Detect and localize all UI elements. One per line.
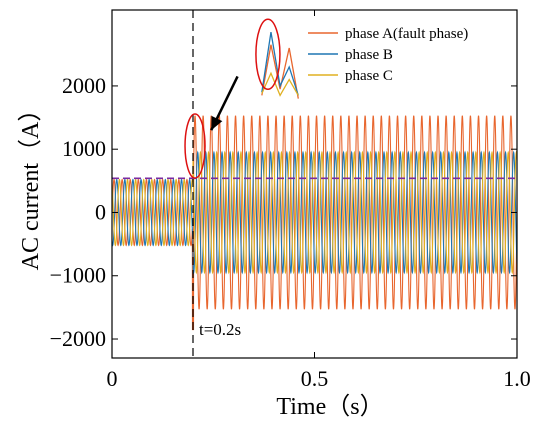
y-tick-label: −1000 — [50, 263, 106, 288]
x-tick-label: 1.0 — [503, 366, 531, 391]
inset-line-1 — [261, 32, 299, 96]
x-tick-label: 0 — [107, 366, 118, 391]
inset-line-0 — [261, 44, 299, 99]
y-tick-label: −2000 — [50, 326, 106, 351]
legend: phase A(fault phase) phase B phase C — [308, 26, 468, 84]
plot-content — [112, 10, 517, 358]
x-ticks: 0 0.5 1.0 — [107, 10, 531, 391]
x-tick-label: 0.5 — [301, 366, 329, 391]
y-tick-label: 1000 — [62, 136, 106, 161]
y-tick-label: 2000 — [62, 73, 106, 98]
highlight-ellipse-inset — [255, 18, 281, 91]
x-axis-title: Time（s） — [276, 394, 383, 420]
fault-time-annotation: t=0.2s — [199, 320, 241, 339]
series-line-0 — [112, 115, 517, 331]
annotations: t=0.2s — [199, 320, 241, 339]
legend-label: phase C — [345, 68, 393, 84]
series-line-1 — [112, 150, 517, 275]
arrow-head — [211, 115, 223, 131]
y-axis-title: AC current（A） — [18, 98, 44, 271]
legend-label: phase A(fault phase) — [345, 26, 468, 42]
highlight-ellipse-fault — [184, 113, 206, 179]
y-tick-label: 0 — [95, 199, 106, 224]
series-line-2 — [112, 150, 517, 275]
legend-label: phase B — [345, 47, 393, 63]
y-ticks: −2000 −1000 0 1000 2000 — [50, 73, 517, 351]
inset-line-2 — [261, 71, 299, 97]
